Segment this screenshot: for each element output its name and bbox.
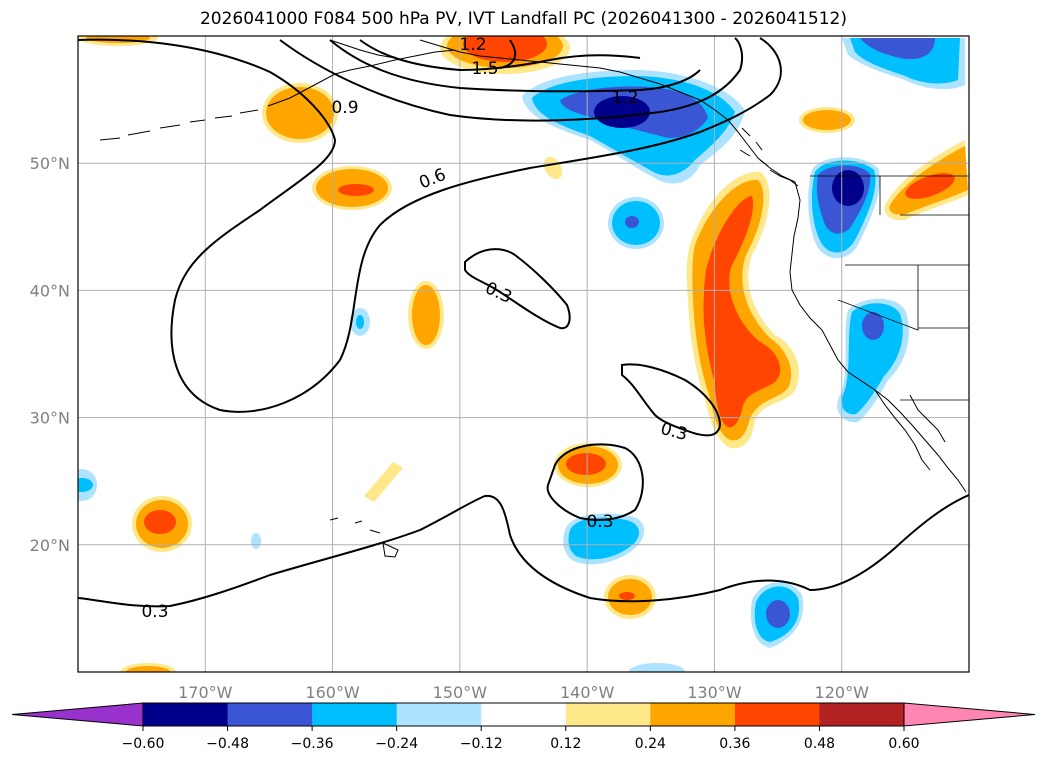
contour-label: 0.3 [658, 419, 689, 445]
contour-labels: 1.2 1.5 1.2 0.9 0.6 0.3 0.3 0.3 0.3 [141, 35, 689, 622]
colorbar-tick-label: 0.24 [635, 736, 666, 752]
colorbar-tick-label: −0.36 [291, 736, 334, 752]
contour-0-9 [279, 37, 744, 122]
colorbar-tick-label: −0.24 [375, 736, 418, 752]
contour-0-6 [78, 37, 782, 413]
map-title: 2026041000 F084 500 hPa PV, IVT Landfall… [199, 9, 847, 29]
colorbar-segment [565, 703, 651, 726]
colorbar-tick-label: −0.48 [206, 736, 249, 752]
lat-tick-label: 50°N [30, 154, 70, 173]
colorbar: −0.60 −0.48 −0.36 −0.24 −0.12 0.12 0.24 0.36 0.4… [11, 702, 1036, 752]
pv-shading [78, 36, 968, 672]
contour-label: 0.3 [586, 512, 613, 532]
colorbar-segment [481, 703, 567, 726]
colorbar-tick-label: 0.48 [804, 736, 835, 752]
colorbar-extend-high [903, 702, 1036, 727]
lat-tick-label: 20°N [30, 536, 70, 555]
colorbar-segment [227, 703, 313, 726]
graticule [78, 36, 969, 672]
colorbar-frame [142, 702, 905, 727]
colorbar-segment [143, 703, 229, 726]
contour-0-3-south [78, 494, 969, 608]
colorbar-tick-label: −0.60 [122, 736, 165, 752]
lat-tick-label: 40°N [30, 281, 70, 300]
colorbar-tick-label: 0.36 [719, 736, 750, 752]
map-frame [77, 35, 970, 673]
colorbar-tick-label: 0.12 [550, 736, 581, 752]
coastlines [99, 39, 969, 558]
contour-label: 0.3 [141, 602, 168, 622]
colorbar-segment [312, 703, 398, 726]
lat-tick-label: 30°N [30, 409, 70, 428]
colorbar-tick-label: −0.12 [460, 736, 503, 752]
colorbar-segment [650, 703, 736, 726]
contour-label: 0.3 [482, 278, 515, 308]
lon-tick-label: 170°W [178, 683, 233, 702]
lon-tick-label: 150°W [433, 683, 488, 702]
contour-label: 1.2 [611, 88, 638, 108]
lon-tick-label: 120°W [815, 683, 870, 702]
lon-tick-label: 140°W [560, 683, 615, 702]
colorbar-segment [819, 703, 905, 726]
pv-contours [78, 37, 969, 608]
lon-tick-label: 160°W [305, 683, 360, 702]
colorbar-tick-label: 0.60 [888, 736, 919, 752]
longitude-labels: 170°W 160°W 150°W 140°W 130°W 120°W [178, 683, 869, 702]
lon-tick-label: 130°W [687, 683, 742, 702]
latitude-labels: 50°N 40°N 30°N 20°N [30, 154, 70, 555]
contour-label: 1.2 [459, 35, 486, 55]
colorbar-extend-low [11, 702, 144, 727]
contour-label: 0.9 [331, 98, 358, 118]
contour-0-3-mid [464, 248, 571, 330]
colorbar-segment [734, 703, 820, 726]
contour-label: 1.5 [471, 59, 498, 79]
colorbar-segment [396, 703, 482, 726]
